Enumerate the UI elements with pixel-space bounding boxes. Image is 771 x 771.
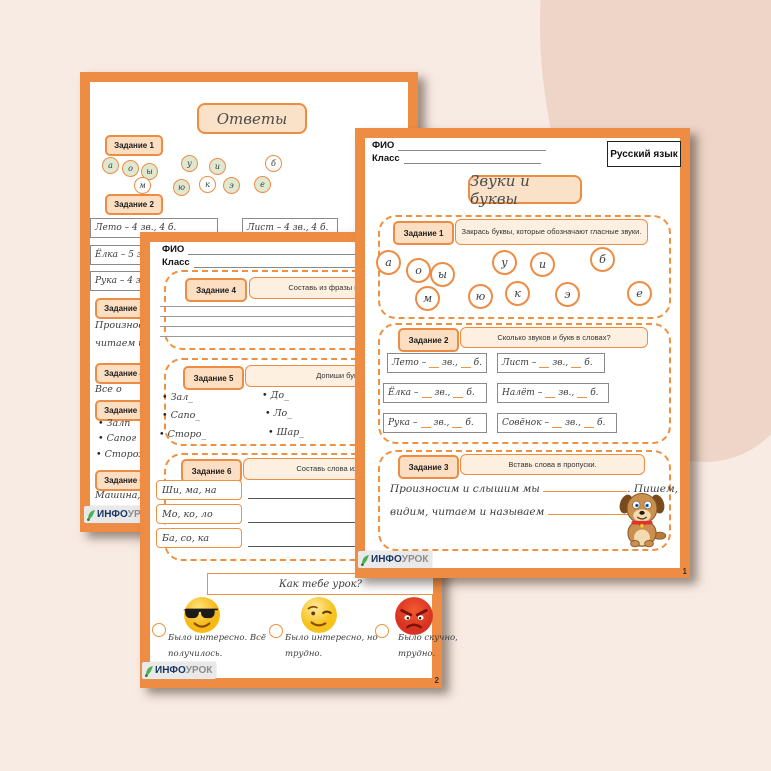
letter-circle[interactable]: э bbox=[555, 282, 580, 307]
angry-face-emoji-icon bbox=[394, 596, 434, 641]
page-number: 2 bbox=[434, 676, 439, 685]
task5-label: Задание 5 bbox=[183, 366, 244, 390]
answers-title: Ответы bbox=[197, 103, 307, 134]
word-count-box: Совёнок – зв., б. bbox=[497, 413, 617, 433]
page-number: 1 bbox=[682, 567, 687, 576]
word-count-box: Ёлка – зв., б. bbox=[383, 383, 487, 403]
task3-label: Задание 3 bbox=[398, 455, 459, 479]
class-line bbox=[403, 154, 541, 164]
fill-in-sentence: видим, читаем и называем . bbox=[390, 506, 642, 518]
winking-face-emoji-icon bbox=[300, 596, 338, 639]
word-count-box: Лист – зв., б. bbox=[497, 353, 605, 373]
word-count-box: Рука – зв., б. bbox=[383, 413, 487, 433]
word-item: Шар_ bbox=[268, 427, 304, 438]
page-worksheet-1: ФИО Класс Русский язык Звуки и буквы Зад… bbox=[355, 128, 690, 578]
writing-line bbox=[160, 326, 418, 327]
subject-badge: Русский язык bbox=[607, 141, 681, 167]
puppy-illustration bbox=[615, 490, 669, 553]
feedback-option-label: Было скучно, трудно. bbox=[398, 633, 458, 660]
answer-letter: о bbox=[122, 160, 139, 177]
answer-letter: ю bbox=[173, 179, 190, 196]
class-field: Класс bbox=[372, 153, 541, 164]
task1-instruction: Закрась буквы, которые обозначают гласны… bbox=[455, 219, 648, 245]
answer-letter: ы bbox=[141, 163, 158, 180]
letter-circle[interactable]: ю bbox=[468, 284, 493, 309]
answer-blank bbox=[543, 483, 628, 492]
answer-letter: э bbox=[223, 177, 240, 194]
feedback-radio-1[interactable] bbox=[152, 623, 166, 637]
letter-circle[interactable]: ы bbox=[430, 262, 455, 287]
answer-line bbox=[248, 498, 418, 499]
letter-circle[interactable]: у bbox=[492, 250, 517, 275]
fio-field: ФИО bbox=[162, 244, 367, 255]
answer-bullet: Сапог bbox=[98, 433, 137, 444]
class-line bbox=[193, 258, 362, 268]
word-count-box: Лето – зв., б. bbox=[387, 353, 487, 373]
infourok-logo-icon bbox=[86, 509, 96, 521]
word-item: Сапо_ bbox=[162, 410, 201, 421]
task1-label: Задание 1 bbox=[393, 221, 454, 245]
fill-in-sentence: Произносим и слышим мы . Пишем, bbox=[390, 483, 678, 495]
answer-letter: е bbox=[254, 176, 271, 193]
letter-circle[interactable]: е bbox=[627, 281, 652, 306]
word-item: До_ bbox=[262, 390, 289, 401]
syllable-box: Ба, со, ка bbox=[156, 528, 242, 548]
feedback-option-label: Было интересно, но трудно. bbox=[285, 633, 378, 660]
letter-circle[interactable]: б bbox=[590, 247, 615, 272]
feedback-radio-2[interactable] bbox=[269, 624, 283, 638]
fio-line bbox=[188, 245, 367, 255]
answer-letter: к bbox=[199, 176, 216, 193]
class-field: Класс bbox=[162, 257, 362, 268]
worksheet-title: Звуки и буквы bbox=[468, 172, 582, 208]
answer-line bbox=[248, 546, 418, 547]
syllable-box: Мо, ко, ло bbox=[156, 504, 242, 524]
word-item: Зал_ bbox=[162, 392, 193, 403]
answer-letter: и bbox=[209, 158, 226, 175]
word-item: Ло_ bbox=[265, 408, 292, 419]
answer-letter: б bbox=[265, 155, 282, 172]
feedback-question-box: Как тебе урок? bbox=[207, 573, 434, 595]
answer-letter: м bbox=[134, 177, 151, 194]
task1-label: Задание 1 bbox=[105, 135, 163, 156]
answer-bullet: Сторож bbox=[96, 449, 150, 460]
feedback-question: Как тебе урок? bbox=[278, 578, 362, 590]
answer-blank bbox=[547, 506, 636, 515]
letter-circle[interactable]: м bbox=[415, 286, 440, 311]
cool-face-emoji-icon bbox=[183, 596, 221, 639]
task2-label: Задание 2 bbox=[105, 194, 163, 215]
writing-line bbox=[160, 316, 418, 317]
letter-circle[interactable]: о bbox=[406, 258, 431, 283]
task3-section bbox=[378, 450, 671, 551]
infourok-logo-icon bbox=[360, 554, 370, 566]
syllable-box: Ши, ма, на bbox=[156, 480, 242, 500]
task2-instruction: Сколько звуков и букв в словах? bbox=[460, 327, 648, 348]
answer-letter: у bbox=[181, 155, 198, 172]
answer-text: Все о bbox=[95, 384, 122, 395]
infourok-logo-icon bbox=[144, 665, 154, 677]
writing-line bbox=[160, 306, 418, 307]
feedback-option-label: Было интересно. Всё получилось. bbox=[168, 633, 266, 660]
task2-section bbox=[378, 323, 671, 444]
task4-label: Задание 4 bbox=[185, 278, 247, 302]
fio-field: ФИО bbox=[372, 140, 547, 151]
fio-line bbox=[398, 141, 547, 151]
writing-line bbox=[160, 336, 418, 337]
task3-instruction: Вставь слова в пропуски. bbox=[460, 454, 645, 475]
letter-circle[interactable]: и bbox=[530, 252, 555, 277]
letter-circle[interactable]: а bbox=[376, 250, 401, 275]
word-item: Сторо_ bbox=[159, 429, 207, 440]
answer-line bbox=[248, 522, 418, 523]
word-count-box: Налёт – зв., б. bbox=[497, 383, 609, 403]
answer-letter: а bbox=[102, 157, 119, 174]
task2-label: Задание 2 bbox=[398, 328, 459, 352]
letter-circle[interactable]: к bbox=[505, 281, 530, 306]
feedback-radio-3[interactable] bbox=[375, 624, 389, 638]
answer-bullet: Залп bbox=[98, 418, 131, 429]
